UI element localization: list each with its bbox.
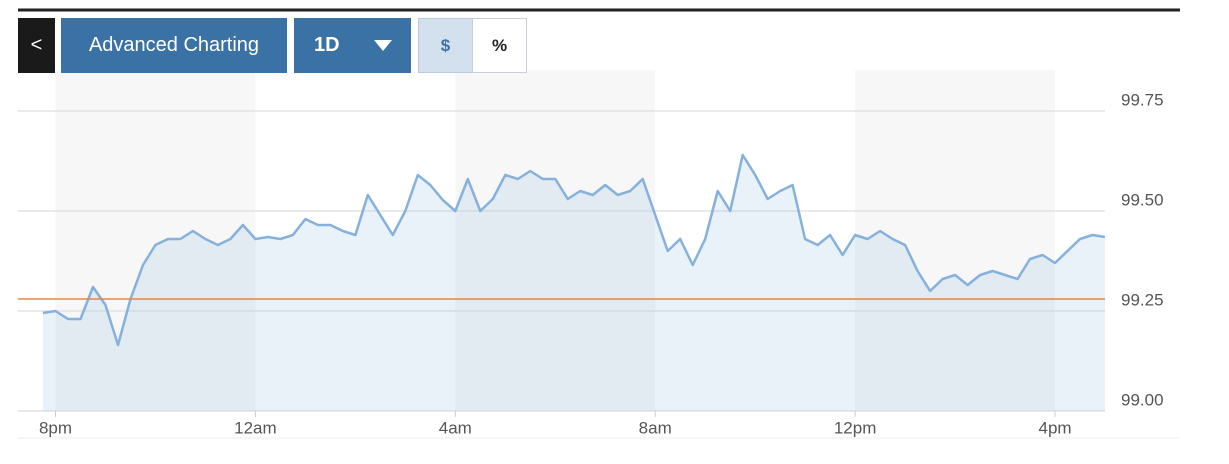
price-line bbox=[42, 153, 1106, 347]
range-label: 1D bbox=[314, 34, 340, 56]
currency-toggle[interactable]: $ bbox=[418, 18, 473, 73]
area-fill bbox=[43, 155, 1105, 411]
time-band bbox=[55, 70, 256, 411]
y-tick-label: 99.25 bbox=[1121, 290, 1164, 309]
time-band bbox=[455, 70, 656, 411]
back-button[interactable]: < bbox=[18, 18, 55, 73]
y-tick-label: 99.00 bbox=[1121, 390, 1164, 409]
x-tick-label: 8am bbox=[639, 418, 672, 437]
range-button[interactable]: 1D bbox=[294, 18, 411, 73]
title-button[interactable]: Advanced Charting bbox=[61, 18, 287, 73]
time-band bbox=[855, 70, 1056, 411]
x-tick-label: 4pm bbox=[1038, 418, 1071, 437]
y-tick-label: 99.50 bbox=[1121, 190, 1164, 209]
percent-toggle[interactable]: % bbox=[472, 18, 527, 73]
x-tick-label: 8pm bbox=[39, 418, 72, 437]
x-tick-label: 12am bbox=[234, 418, 277, 437]
dropdown-arrow bbox=[374, 40, 392, 51]
x-tick-label: 4am bbox=[439, 418, 472, 437]
y-tick-label: 99.75 bbox=[1121, 90, 1164, 109]
x-tick-label: 12pm bbox=[834, 418, 877, 437]
